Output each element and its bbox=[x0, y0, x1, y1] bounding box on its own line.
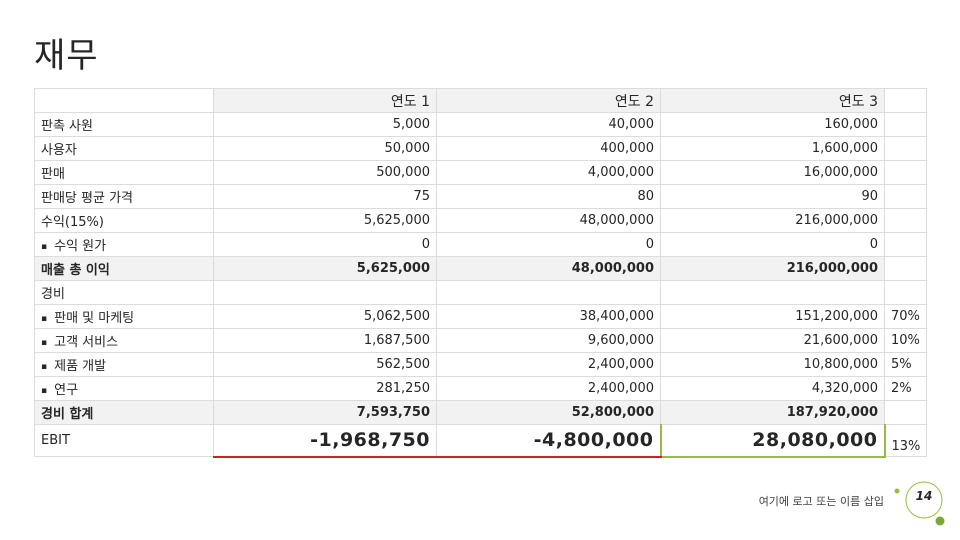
bullet-icon: ▪ bbox=[41, 338, 48, 348]
row-pct bbox=[883, 280, 928, 305]
slide-title: 재무 bbox=[34, 36, 99, 76]
row-year-1: 5,000 bbox=[213, 112, 437, 137]
row-pct bbox=[883, 256, 928, 281]
table-row: 판촉 사원 5,000 40,000 160,000 bbox=[34, 112, 928, 137]
row-label: 고객 서비스 bbox=[54, 335, 119, 350]
decor-dot-small bbox=[894, 488, 900, 494]
row-year-2: 400,000 bbox=[436, 136, 661, 161]
table-row: 판매 500,000 4,000,000 16,000,000 bbox=[34, 160, 928, 185]
bullet-icon: ▪ bbox=[41, 362, 48, 372]
row-year-3: 151,200,000 bbox=[660, 304, 885, 329]
row-label: 판매당 평균 가격 bbox=[34, 184, 214, 209]
row-pct: 5% bbox=[883, 352, 928, 377]
row-label: 판매 및 마케팅 bbox=[54, 311, 135, 326]
page-number-ring bbox=[905, 481, 943, 519]
ebit-year-2: -4,800,000 bbox=[436, 424, 661, 458]
row-pct bbox=[883, 112, 928, 137]
table-row: ▪ 수익 원가 0 0 0 bbox=[34, 232, 928, 257]
bullet-icon: ▪ bbox=[41, 386, 48, 396]
row-year-1: 1,687,500 bbox=[213, 328, 437, 353]
row-label-cell: ▪ 고객 서비스 bbox=[34, 328, 214, 353]
footer-text: 여기에 로고 또는 이름 삽입 bbox=[758, 495, 884, 508]
row-label: 수익(15%) bbox=[34, 208, 214, 233]
row-year-3: 10,800,000 bbox=[660, 352, 885, 377]
table-row: ▪ 판매 및 마케팅 5,062,500 38,400,000 151,200,0… bbox=[34, 304, 928, 329]
row-label: 수익 원가 bbox=[54, 239, 107, 254]
bullet-icon: ▪ bbox=[41, 242, 48, 252]
row-year-2: 9,600,000 bbox=[436, 328, 661, 353]
row-pct bbox=[883, 232, 928, 257]
row-year-3: 0 bbox=[660, 232, 885, 257]
row-pct: 70% bbox=[883, 304, 928, 329]
row-label: 사용자 bbox=[34, 136, 214, 161]
row-pct bbox=[883, 208, 928, 233]
financial-table: 연도 1 연도 2 연도 3 판촉 사원 5,000 40,000 160,00… bbox=[34, 88, 928, 458]
row-year-3: 187,920,000 bbox=[660, 400, 885, 425]
table-row: ▪ 제품 개발 562,500 2,400,000 10,800,000 5% bbox=[34, 352, 928, 377]
row-year-1: 75 bbox=[213, 184, 437, 209]
page-number: 14 bbox=[915, 489, 933, 503]
row-year-3: 216,000,000 bbox=[660, 208, 885, 233]
row-pct bbox=[883, 400, 928, 425]
table-row-ebit: EBIT -1,968,750 -4,800,000 28,080,000 13… bbox=[34, 424, 928, 458]
row-pct bbox=[883, 160, 928, 185]
decor-dot-large bbox=[935, 516, 945, 526]
row-year-2: 52,800,000 bbox=[436, 400, 661, 425]
ebit-year-1: -1,968,750 bbox=[213, 424, 437, 458]
row-label: 경비 bbox=[34, 280, 214, 305]
row-year-2: 4,000,000 bbox=[436, 160, 661, 185]
header-year-1: 연도 1 bbox=[213, 88, 437, 113]
table-header-row: 연도 1 연도 2 연도 3 bbox=[34, 88, 928, 113]
ebit-year-3: 28,080,000 bbox=[659, 424, 886, 458]
row-year-2 bbox=[436, 280, 661, 305]
row-year-2: 2,400,000 bbox=[436, 352, 661, 377]
ebit-pct: 13% bbox=[883, 424, 928, 457]
header-year-3: 연도 3 bbox=[660, 88, 885, 113]
row-year-1: 5,625,000 bbox=[213, 208, 437, 233]
row-label-cell: ▪ 수익 원가 bbox=[34, 232, 214, 257]
row-year-1: 7,593,750 bbox=[213, 400, 437, 425]
row-label-cell: ▪ 제품 개발 bbox=[34, 352, 214, 377]
row-year-3: 160,000 bbox=[660, 112, 885, 137]
table-row: 사용자 50,000 400,000 1,600,000 bbox=[34, 136, 928, 161]
row-label: 판촉 사원 bbox=[34, 112, 214, 137]
row-label-cell: ▪ 판매 및 마케팅 bbox=[34, 304, 214, 329]
row-label: 제품 개발 bbox=[54, 359, 107, 374]
row-year-2: 48,000,000 bbox=[436, 256, 661, 281]
row-year-1: 50,000 bbox=[213, 136, 437, 161]
row-year-1: 5,062,500 bbox=[213, 304, 437, 329]
row-year-1: 5,625,000 bbox=[213, 256, 437, 281]
row-year-3: 216,000,000 bbox=[660, 256, 885, 281]
row-year-1: 0 bbox=[213, 232, 437, 257]
bullet-icon: ▪ bbox=[41, 314, 48, 324]
row-label: 연구 bbox=[54, 383, 79, 398]
table-row: ▪ 고객 서비스 1,687,500 9,600,000 21,600,000 1… bbox=[34, 328, 928, 353]
header-label-cell bbox=[34, 88, 214, 113]
row-pct: 10% bbox=[883, 328, 928, 353]
row-year-1: 562,500 bbox=[213, 352, 437, 377]
